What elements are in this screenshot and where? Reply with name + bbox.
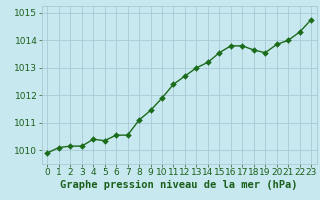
X-axis label: Graphe pression niveau de la mer (hPa): Graphe pression niveau de la mer (hPa) <box>60 180 298 190</box>
